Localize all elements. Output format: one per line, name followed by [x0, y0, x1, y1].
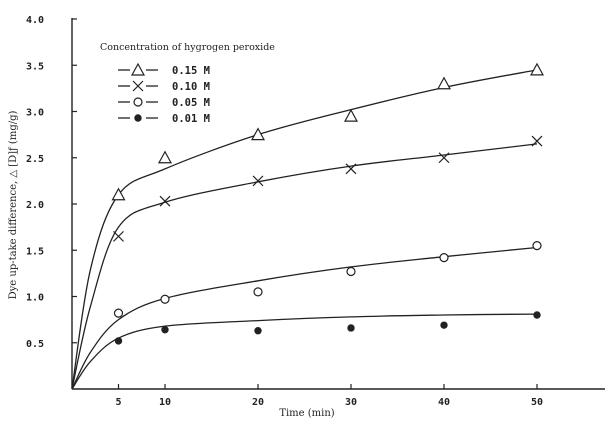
- data-point: [347, 324, 355, 332]
- legend-title: Concentration of hygrogen peroxide: [100, 42, 275, 53]
- y-tick-label: 1.5: [26, 246, 44, 257]
- x-tick-label: 40: [438, 397, 450, 408]
- legend-marker: [134, 114, 142, 122]
- fit-curves: [71, 69, 538, 390]
- data-point: [113, 230, 124, 242]
- data-point: [161, 326, 169, 334]
- data-point: [252, 175, 264, 187]
- data-points: [111, 62, 545, 345]
- legend-label: 0.15 M: [172, 65, 210, 77]
- data-point: [159, 195, 171, 207]
- legend-item: 0.10 M: [118, 80, 210, 93]
- data-point: [343, 108, 359, 122]
- data-point: [529, 62, 545, 76]
- y-ticks: 0.5 1.0 1.5 2.0 2.5 3.0 3.5 4.0: [26, 15, 77, 350]
- y-tick-label: 2.0: [26, 200, 44, 211]
- data-point: [532, 241, 542, 251]
- data-point: [346, 266, 356, 277]
- legend-marker: [133, 97, 143, 107]
- legend-items: 0.15 M 0.10 M 0.05 M 0.01 M: [118, 62, 210, 125]
- legend-marker: [132, 80, 144, 92]
- legend-item: 0.15 M: [118, 62, 210, 77]
- legend-marker: [130, 62, 146, 76]
- x-tick-label: 5: [115, 397, 121, 408]
- x-tick-label: 20: [252, 397, 264, 408]
- data-point: [111, 187, 126, 201]
- y-tick-label: 4.0: [26, 15, 44, 26]
- axes: [71, 18, 605, 390]
- y-tick-label: 1.0: [26, 293, 44, 304]
- data-point: [439, 253, 449, 263]
- fit-curve-3: [71, 313, 538, 390]
- fit-curve-1: [71, 143, 538, 390]
- data-point: [440, 321, 448, 329]
- data-point: [253, 287, 263, 297]
- y-tick-label: 3.5: [26, 61, 44, 72]
- data-point: [436, 76, 452, 90]
- y-tick-label: 3.0: [26, 108, 44, 119]
- legend: Concentration of hygrogen peroxide 0.15 …: [100, 42, 275, 125]
- x-tick-label: 50: [531, 397, 543, 408]
- data-point: [345, 163, 357, 175]
- y-axis-label: Dye up-take difference, △ [D]ƒ (mg/g): [8, 111, 19, 300]
- x-tick-label: 30: [345, 397, 357, 408]
- legend-label: 0.05 M: [172, 97, 210, 109]
- fit-curve-0: [71, 69, 538, 390]
- data-point: [113, 308, 124, 318]
- y-tick-label: 0.5: [26, 339, 44, 350]
- legend-item: 0.01 M: [118, 113, 210, 125]
- data-point: [533, 311, 541, 319]
- y-tick-label: 2.5: [26, 154, 44, 165]
- x-axis-label: Time (min): [279, 408, 334, 419]
- legend-item: 0.05 M: [118, 97, 210, 109]
- data-point: [160, 294, 170, 304]
- data-point: [157, 150, 173, 164]
- legend-label: 0.10 M: [172, 81, 210, 93]
- x-ticks: 5 10 20 30 40 50: [115, 384, 543, 408]
- data-point: [250, 127, 266, 141]
- legend-label: 0.01 M: [172, 113, 210, 125]
- data-point: [531, 135, 543, 147]
- data-point: [114, 337, 123, 345]
- x-tick-label: 10: [159, 397, 171, 408]
- data-point: [438, 152, 450, 164]
- data-point: [254, 327, 262, 335]
